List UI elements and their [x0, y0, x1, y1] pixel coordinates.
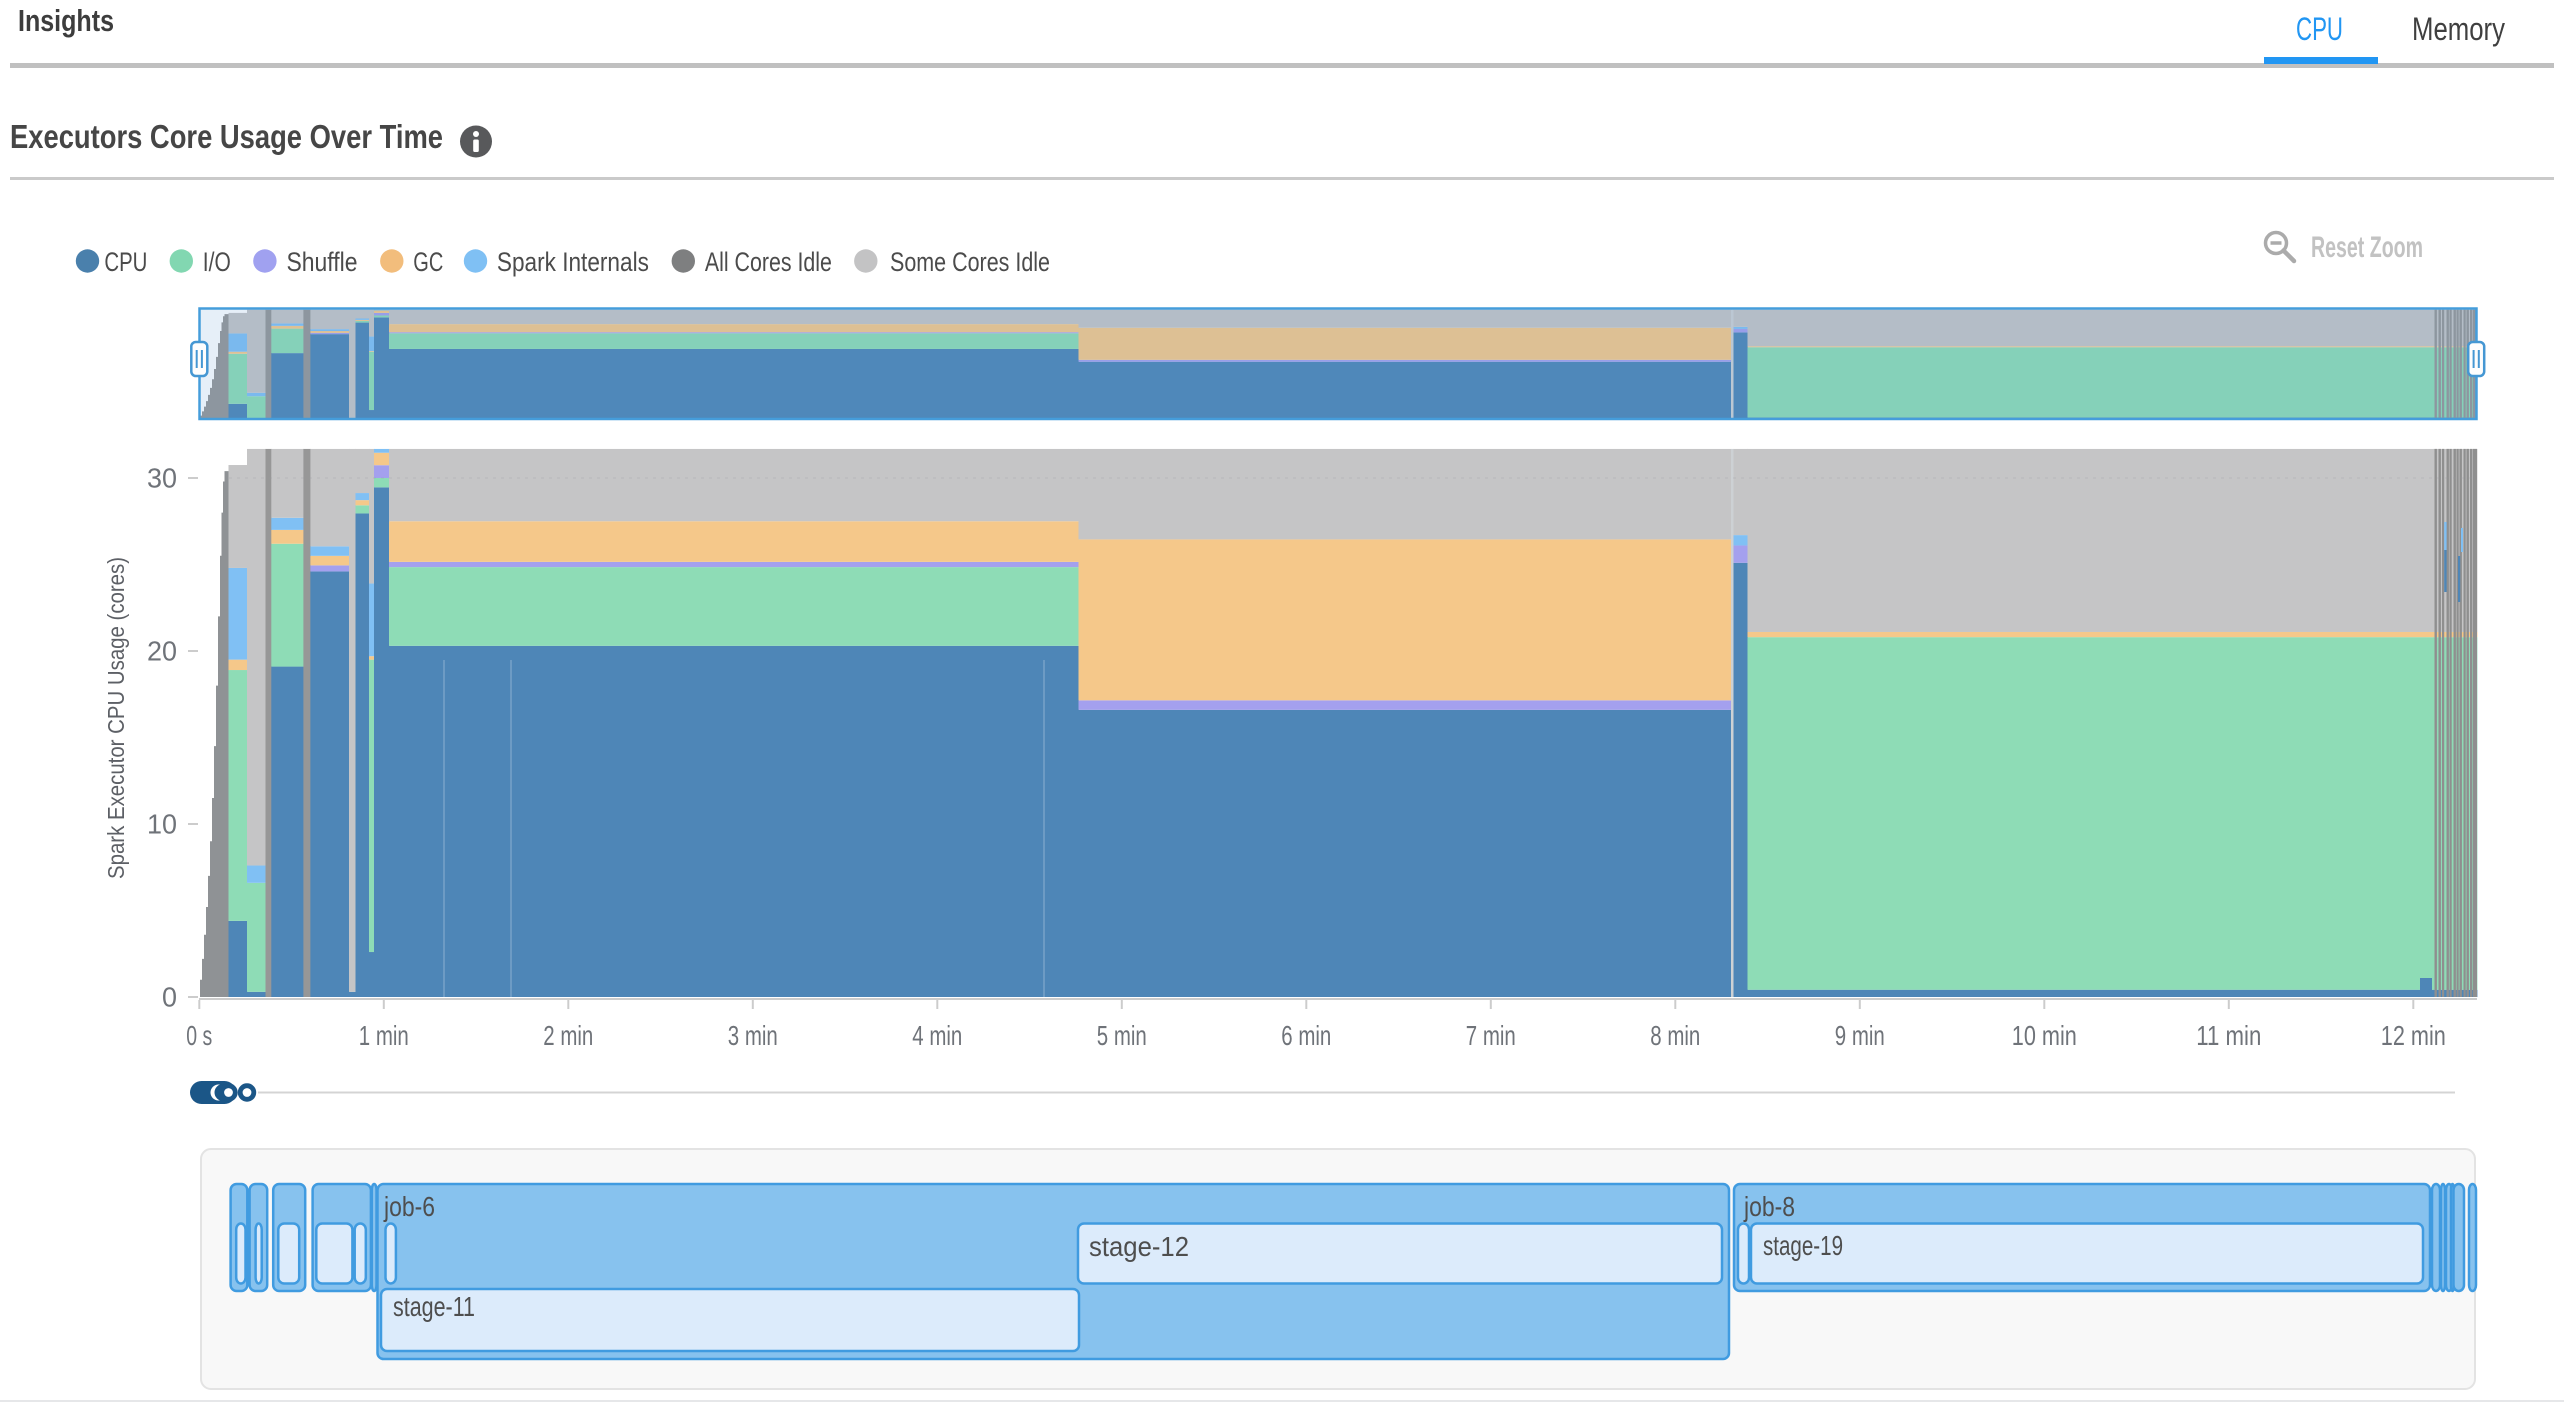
svg-text:20: 20	[147, 636, 177, 667]
svg-text:1 min: 1 min	[359, 1020, 409, 1051]
svg-text:CPU: CPU	[2296, 11, 2343, 47]
svg-text:job-8: job-8	[1743, 1191, 1795, 1222]
svg-text:Some Cores Idle: Some Cores Idle	[890, 247, 1050, 277]
svg-text:Executors Core Usage Over Time: Executors Core Usage Over Time	[10, 118, 443, 155]
svg-text:2 min: 2 min	[543, 1020, 593, 1051]
svg-text:0: 0	[162, 982, 177, 1013]
svg-text:Spark Internals: Spark Internals	[497, 247, 649, 277]
svg-text:6 min: 6 min	[1281, 1020, 1331, 1051]
svg-text:I/O: I/O	[203, 247, 231, 277]
svg-text:0 s: 0 s	[186, 1020, 212, 1051]
svg-text:All Cores Idle: All Cores Idle	[705, 247, 832, 277]
svg-text:12 min: 12 min	[2381, 1020, 2446, 1051]
svg-text:11 min: 11 min	[2196, 1020, 2261, 1051]
svg-text:CPU: CPU	[104, 247, 147, 277]
svg-text:stage-12: stage-12	[1089, 1231, 1189, 1262]
svg-text:4 min: 4 min	[912, 1020, 962, 1051]
svg-text:3 min: 3 min	[728, 1020, 778, 1051]
svg-text:30: 30	[147, 463, 177, 494]
svg-text:stage-11: stage-11	[393, 1291, 475, 1322]
svg-text:Shuffle: Shuffle	[287, 247, 358, 277]
svg-text:stage-19: stage-19	[1763, 1230, 1843, 1261]
svg-text:5 min: 5 min	[1097, 1020, 1147, 1051]
svg-text:Spark Executor CPU Usage (core: Spark Executor CPU Usage (cores)	[103, 557, 129, 879]
svg-text:8 min: 8 min	[1650, 1020, 1700, 1051]
svg-text:7 min: 7 min	[1466, 1020, 1516, 1051]
svg-text:Memory: Memory	[2412, 11, 2505, 47]
svg-text:Insights: Insights	[18, 3, 114, 38]
svg-text:9 min: 9 min	[1835, 1020, 1885, 1051]
svg-text:10: 10	[147, 809, 177, 840]
svg-text:Reset Zoom: Reset Zoom	[2311, 231, 2423, 264]
svg-text:job-6: job-6	[383, 1191, 435, 1222]
svg-text:GC: GC	[413, 247, 443, 277]
svg-text:10 min: 10 min	[2012, 1020, 2077, 1051]
